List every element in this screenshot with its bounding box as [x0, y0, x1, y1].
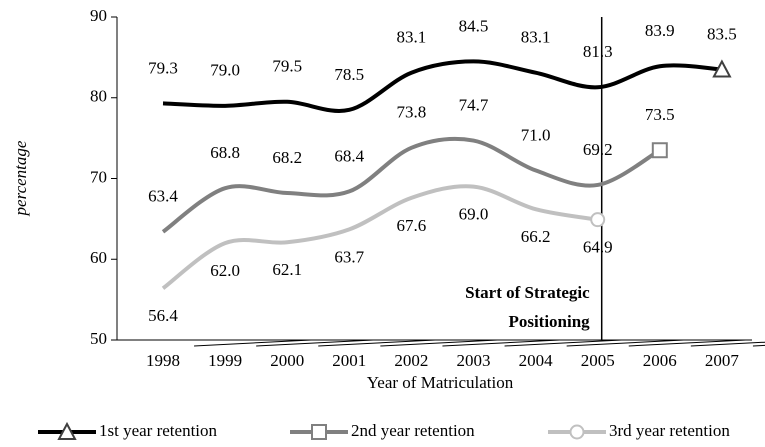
- series-line: [161, 136, 661, 234]
- data-label: 83.1: [521, 28, 551, 47]
- x-tick: [628, 339, 746, 347]
- end-marker: [651, 142, 668, 159]
- x-tick: [318, 339, 436, 347]
- x-tick: [256, 339, 374, 347]
- data-label: 62.1: [272, 260, 302, 279]
- data-label: 67.6: [397, 216, 427, 235]
- annotation-text: Start of Strategic: [465, 283, 590, 302]
- x-tick-label: 2006: [643, 351, 677, 370]
- end-marker: [590, 212, 606, 228]
- x-tick: [566, 339, 684, 347]
- legend-marker: [569, 424, 585, 440]
- x-tick: [380, 339, 498, 347]
- data-label: 64.9: [583, 238, 613, 257]
- series-line: [162, 59, 723, 113]
- legend-marker: [311, 424, 327, 440]
- data-label: 84.5: [459, 16, 489, 35]
- legend-label: 3rd year retention: [609, 421, 730, 440]
- x-tick-label: 1998: [146, 351, 180, 370]
- data-label: 68.2: [272, 148, 302, 167]
- data-label: 63.4: [148, 187, 178, 206]
- x-tick-label: 2007: [705, 351, 740, 370]
- data-label: 83.5: [707, 24, 737, 43]
- x-tick-label: 2002: [394, 351, 428, 370]
- data-label: 71.0: [521, 125, 551, 144]
- y-tick-label: 60: [90, 248, 107, 267]
- data-label: 62.0: [210, 261, 240, 280]
- y-axis-label: percentage: [11, 140, 30, 216]
- data-label: 68.4: [334, 146, 364, 165]
- legend-label: 1st year retention: [99, 421, 218, 440]
- data-label: 66.2: [521, 227, 551, 246]
- data-label: 79.3: [148, 58, 178, 77]
- x-tick: [194, 339, 312, 347]
- data-label: 69.0: [459, 204, 489, 223]
- x-tick-label: 2001: [332, 351, 366, 370]
- data-label: 79.5: [272, 57, 302, 76]
- data-label: 79.0: [210, 61, 240, 80]
- y-tick-label: 50: [90, 329, 107, 348]
- data-label: 73.8: [397, 103, 427, 122]
- y-tick-label: 80: [90, 87, 107, 106]
- x-tick-label: 1999: [208, 351, 242, 370]
- data-label: 69.2: [583, 140, 613, 159]
- x-tick: [504, 339, 622, 347]
- data-label: 81.3: [583, 42, 613, 61]
- x-tick-label: 2003: [457, 351, 491, 370]
- end-marker: [712, 59, 732, 78]
- x-tick-label: 2004: [519, 351, 554, 370]
- series-line: [161, 184, 599, 290]
- data-label: 74.7: [459, 95, 489, 114]
- y-tick-label: 90: [90, 6, 107, 25]
- y-tick-label: 70: [90, 167, 107, 186]
- x-axis-label: Year of Matriculation: [367, 373, 514, 392]
- data-label: 68.8: [210, 143, 240, 162]
- data-label: 73.5: [645, 105, 675, 124]
- x-tick: [442, 339, 560, 347]
- data-label: 83.9: [645, 21, 675, 40]
- data-label: 56.4: [148, 306, 178, 325]
- x-tick: [690, 341, 765, 347]
- x-tick-label: 2005: [581, 351, 615, 370]
- data-label: 78.5: [334, 65, 364, 84]
- legend-marker: [57, 421, 77, 440]
- annotation-text: Positioning: [508, 312, 590, 331]
- data-label: 63.7: [334, 247, 364, 266]
- legend-label: 2nd year retention: [351, 421, 475, 440]
- x-tick-label: 2000: [270, 351, 304, 370]
- data-label: 83.1: [397, 28, 427, 47]
